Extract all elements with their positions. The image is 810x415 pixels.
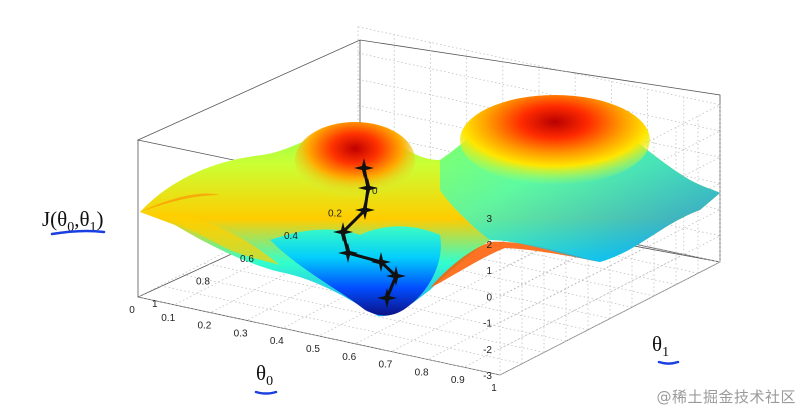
grid-line-floor bbox=[159, 285, 523, 365]
theta0-tick-label: 0.6 bbox=[342, 352, 356, 363]
theta0-tick-label: 0.8 bbox=[415, 367, 429, 378]
theta1-tick-label: 0.6 bbox=[240, 254, 254, 265]
z-tick-label: 3 bbox=[486, 214, 492, 225]
theta1-tick-label: 0.4 bbox=[284, 231, 298, 242]
theta0-tick-label: 0.9 bbox=[451, 375, 465, 386]
theta0-tick-label: 0.3 bbox=[234, 328, 248, 339]
z-axis-label-underline bbox=[50, 229, 106, 236]
grid-line-floor bbox=[391, 238, 612, 352]
theta0-tick-label: 0.1 bbox=[161, 313, 175, 324]
theta1-tick-label: 0.2 bbox=[328, 209, 342, 220]
grid-line-floor bbox=[318, 222, 540, 337]
descent-step-marker bbox=[386, 266, 406, 286]
theta1-tick-label: 0.8 bbox=[196, 276, 210, 287]
descent-step-marker bbox=[338, 243, 358, 263]
theta0-tick-label: 0.4 bbox=[270, 336, 284, 347]
z-tick-label: -3 bbox=[483, 371, 492, 382]
theta1-axis-ticks: 0 0.2 0.4 0.6 0.8 1 bbox=[152, 186, 378, 310]
theta0-tick-label: 0.2 bbox=[197, 321, 211, 332]
descent-step-marker bbox=[358, 178, 378, 198]
cost-surface bbox=[140, 95, 720, 317]
x-axis-label-underline bbox=[254, 390, 278, 395]
grid-line-floor bbox=[499, 261, 721, 376]
theta0-axis-ticks: 1 0.9 0.8 0.7 0.6 0.5 0.4 0.3 0.2 0.1 0 bbox=[129, 305, 497, 394]
descent-step-marker bbox=[354, 158, 374, 178]
theta0-tick-label: 0 bbox=[129, 305, 135, 316]
watermark: @稀土掘金技术社区 bbox=[656, 388, 796, 406]
y-axis-label-underline bbox=[657, 360, 680, 365]
y-axis-label: θ1 bbox=[652, 332, 669, 360]
grid-line-floor bbox=[137, 296, 501, 376]
z-tick-label: -1 bbox=[483, 319, 492, 330]
grid-line-floor bbox=[181, 274, 545, 353]
descent-step-marker bbox=[377, 288, 397, 308]
grid-line-floor bbox=[427, 246, 648, 360]
descent-step-marker bbox=[355, 200, 375, 220]
grid-line-floor bbox=[463, 253, 684, 368]
x-axis-label: θ0 bbox=[256, 361, 273, 389]
z-tick-label: 0 bbox=[486, 292, 492, 303]
theta1-tick-label: 0 bbox=[372, 186, 378, 197]
z-tick-label: -2 bbox=[483, 345, 492, 356]
theta0-tick-label: 0.5 bbox=[306, 344, 320, 355]
gradient-descent-path bbox=[333, 158, 406, 308]
descent-step-marker bbox=[371, 252, 391, 272]
z-tick-label: 1 bbox=[486, 266, 492, 277]
z-tick-label: 2 bbox=[486, 240, 492, 251]
z-axis-ticks: 3 2 1 0 -1 -2 -3 bbox=[483, 214, 492, 382]
theta0-tick-label: 1 bbox=[491, 383, 497, 394]
theta1-tick-label: 1 bbox=[152, 299, 158, 310]
descent-step-marker bbox=[333, 222, 353, 242]
theta0-tick-label: 0.7 bbox=[378, 360, 392, 371]
